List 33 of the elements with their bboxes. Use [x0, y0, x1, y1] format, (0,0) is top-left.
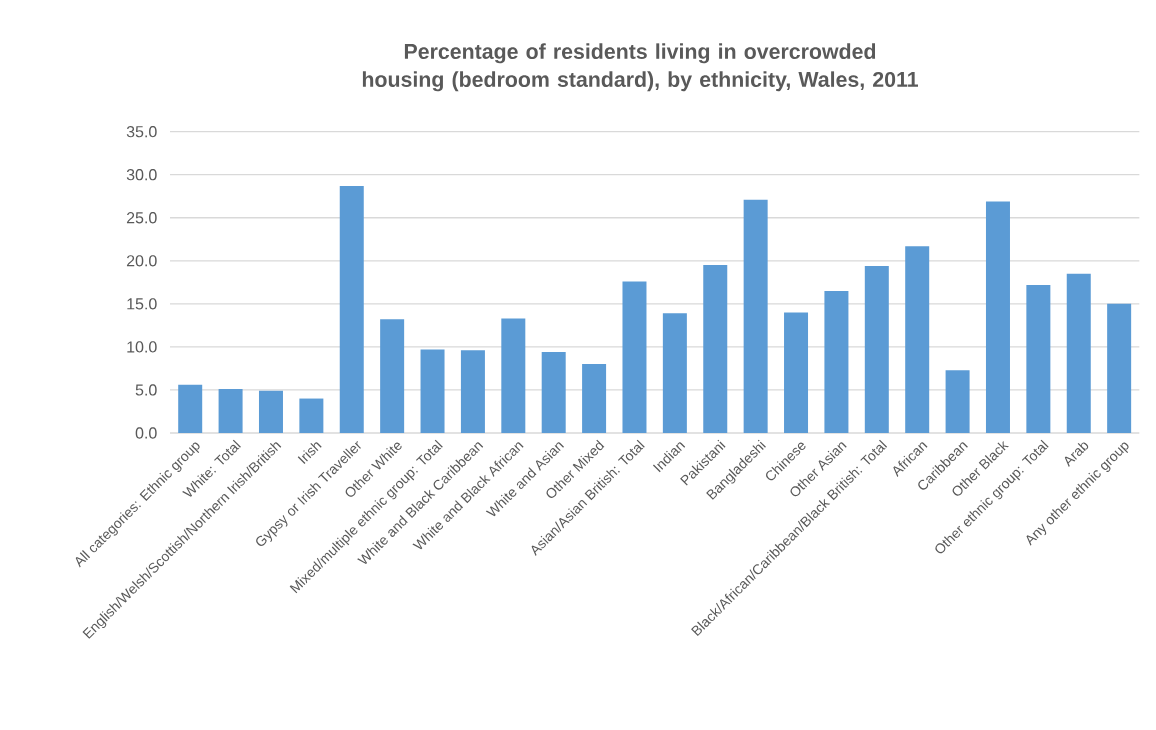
y-tick-label: 25.0	[126, 212, 157, 224]
bar	[299, 398, 324, 433]
bar	[420, 349, 445, 433]
bar	[380, 319, 405, 433]
bar	[985, 201, 1010, 433]
bar	[1066, 273, 1091, 433]
bar	[501, 318, 526, 433]
bar	[824, 290, 849, 433]
bar	[339, 185, 364, 433]
y-tick-label: 5.0	[135, 384, 157, 396]
bar	[784, 312, 809, 433]
bar	[178, 384, 203, 433]
y-tick-label: 35.0	[126, 126, 157, 138]
bar	[945, 370, 970, 433]
bar	[662, 313, 687, 433]
bar	[905, 246, 930, 433]
y-tick-label: 30.0	[126, 169, 157, 181]
bar	[703, 265, 728, 433]
bar	[743, 199, 768, 433]
bar	[258, 390, 283, 433]
y-tick-label: 20.0	[126, 255, 157, 267]
chart-title: Percentage of residents living in overcrowded housing (bedroom standard), by ethnicity, Wales, 2011	[362, 43, 919, 92]
bar	[622, 281, 647, 433]
bar	[582, 364, 607, 433]
y-tick-label: 0.0	[135, 427, 157, 439]
bar	[460, 350, 485, 433]
bar	[864, 265, 889, 433]
bar	[1107, 303, 1132, 433]
y-tick-label: 15.0	[127, 298, 157, 310]
y-tick-label: 10.0	[127, 341, 157, 353]
bar	[1026, 284, 1051, 433]
bar	[218, 389, 243, 433]
bar	[541, 352, 566, 433]
